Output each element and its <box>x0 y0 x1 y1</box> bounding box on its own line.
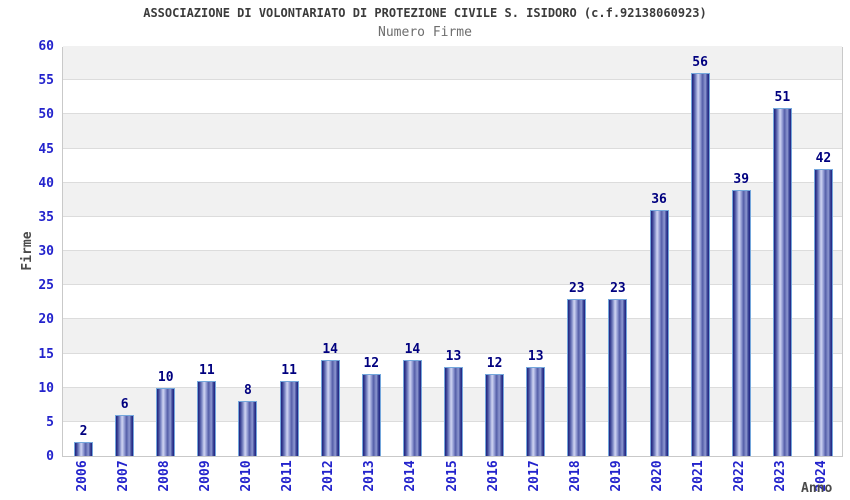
bar-value-label: 11 <box>281 362 297 378</box>
y-tick-label: 30 <box>38 244 54 259</box>
bar-2020 <box>649 210 669 456</box>
bar-2008 <box>156 387 176 456</box>
x-tick-label-2011: 2011 <box>280 460 296 492</box>
bar-value-label: 12 <box>363 356 380 371</box>
bar-2016 <box>485 374 505 456</box>
bar-value-label: 14 <box>322 342 338 358</box>
bar-value-label: 6 <box>120 397 129 412</box>
bar-2015 <box>444 367 463 456</box>
grid-band <box>63 319 842 354</box>
y-tick-label: 0 <box>46 449 54 464</box>
x-tick-label-2019: 2019 <box>608 460 624 492</box>
x-tick-label-2018: 2018 <box>567 460 583 492</box>
chart-title: ASSOCIAZIONE DI VOLONTARIATO DI PROTEZIO… <box>143 6 707 20</box>
bar-value-label: 51 <box>774 89 791 105</box>
bar-2009 <box>197 380 217 456</box>
grid-line <box>63 181 842 183</box>
x-tick-label-2020: 2020 <box>650 460 666 492</box>
grid-band <box>63 251 842 286</box>
y-axis-title: Firme <box>20 231 35 271</box>
y-axis-tick-labels: 0 5 10 15 20 25 30 35 40 45 50 55 60 <box>0 40 54 464</box>
y-tick-label: 40 <box>38 175 54 191</box>
bar-value-label: 42 <box>815 151 832 166</box>
x-tick-label-2022: 2022 <box>732 460 748 492</box>
grid-band <box>63 182 842 217</box>
grid-line <box>63 284 842 286</box>
y-tick-label: 10 <box>38 380 54 396</box>
bar-2010 <box>238 401 258 456</box>
x-tick-label-2012: 2012 <box>321 460 337 492</box>
bar-2011 <box>279 380 299 456</box>
grid-band <box>63 216 842 251</box>
bar-2012 <box>320 360 340 456</box>
plot-area: 2 6 10 11 8 11 14 12 14 13 12 13 23 23 36 56 39 51 42 <box>62 46 843 457</box>
chart-subtitle: Numero Firme <box>378 25 472 40</box>
y-tick-label: 55 <box>38 73 54 89</box>
x-tick-label-2013: 2013 <box>362 460 378 492</box>
y-tick-label: 45 <box>38 141 54 157</box>
grid-band <box>63 80 842 115</box>
y-tick-label: 15 <box>38 346 54 362</box>
y-tick-label: 5 <box>46 414 54 430</box>
bar-value-label: 14 <box>404 342 421 358</box>
y-tick-label: 25 <box>38 278 54 294</box>
x-tick-label-2017: 2017 <box>526 460 542 492</box>
bar-2022 <box>731 189 751 456</box>
bar-value-label: 23 <box>610 280 626 296</box>
y-tick-label: 60 <box>38 39 54 54</box>
bar-value-label: 12 <box>486 356 503 371</box>
bar-2006 <box>74 442 94 456</box>
grid-line <box>63 352 842 354</box>
bar-value-label: 39 <box>733 171 750 187</box>
x-axis-title: Anno <box>801 481 833 496</box>
grid-band <box>63 114 842 149</box>
grid-line <box>63 215 842 217</box>
grid-band <box>63 46 842 81</box>
bar-value-label: 36 <box>651 192 667 207</box>
grid-line <box>63 250 842 251</box>
bar-2013 <box>361 374 381 456</box>
bar-2019 <box>608 298 628 456</box>
x-tick-label-2023: 2023 <box>773 460 789 492</box>
bar-value-label: 10 <box>157 369 174 385</box>
x-tick-label-2015: 2015 <box>444 460 460 492</box>
bar-2023 <box>772 107 792 456</box>
grid-band <box>63 285 842 320</box>
bar-2014 <box>402 360 422 456</box>
bar-value-label: 11 <box>199 362 215 378</box>
y-tick-label: 35 <box>38 209 54 225</box>
x-tick-label-2009: 2009 <box>197 460 213 492</box>
x-tick-label-2010: 2010 <box>238 460 254 492</box>
bar-2024 <box>813 169 833 456</box>
grid-band <box>63 148 842 183</box>
bar-2007 <box>115 415 135 456</box>
x-axis-tick-labels: 2006 2007 2008 2009 2010 2011 2012 2013 2014 2015… <box>62 460 843 500</box>
grid-line <box>63 113 842 115</box>
x-tick-label-2016: 2016 <box>485 460 501 492</box>
bar-2021 <box>690 73 710 456</box>
x-tick-label-2014: 2014 <box>403 460 419 492</box>
bar-value-label: 2 <box>79 424 88 440</box>
bar-value-label: 13 <box>445 349 462 365</box>
bar-2018 <box>567 298 587 456</box>
bar-value-label: 56 <box>692 55 708 71</box>
x-tick-label-2006: 2006 <box>74 460 90 492</box>
bar-value-label: 8 <box>244 383 252 399</box>
y-tick-label: 20 <box>38 312 54 328</box>
bar-value-label: 13 <box>527 349 544 365</box>
y-tick-label: 50 <box>38 107 54 123</box>
x-tick-label-2007: 2007 <box>115 460 131 492</box>
x-tick-label-2008: 2008 <box>156 460 172 492</box>
x-tick-label-2021: 2021 <box>691 460 707 492</box>
grid-line <box>63 147 842 149</box>
bar-2017 <box>526 367 546 456</box>
grid-line <box>63 318 842 320</box>
grid-line <box>63 79 842 81</box>
bar-value-label: 23 <box>568 280 585 296</box>
